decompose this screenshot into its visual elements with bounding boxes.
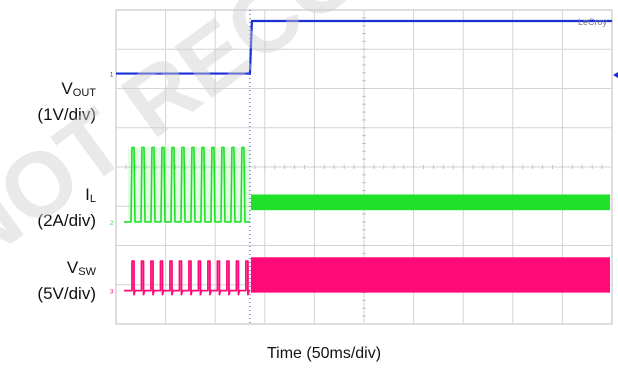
il-trace-ramp-haze bbox=[128, 147, 250, 222]
il-ground-marker: 2 bbox=[110, 221, 114, 227]
vout-offset-marker bbox=[613, 72, 618, 78]
vsw-name: VSW bbox=[66, 258, 96, 278]
vout-scale: (1V/div) bbox=[37, 105, 96, 124]
il-name: IL bbox=[85, 185, 96, 205]
il-scale: (2A/div) bbox=[37, 211, 96, 230]
traces bbox=[116, 10, 612, 324]
vsw-label: VSW (5V/div) bbox=[37, 257, 96, 304]
scope-brand-logo: LeCroy bbox=[578, 17, 608, 27]
il-label: IL (2A/div) bbox=[37, 184, 96, 231]
vout-label: VOUT (1V/div) bbox=[37, 78, 96, 125]
vout-trace bbox=[116, 19, 612, 75]
il-trace-continuous bbox=[250, 194, 611, 211]
vsw-trace-switching bbox=[250, 257, 611, 293]
vsw-scale: (5V/div) bbox=[37, 284, 96, 303]
x-axis-label: Time (50ms/div) bbox=[266, 345, 382, 362]
vsw-ground-marker: 3 bbox=[110, 290, 114, 296]
vout-ground-marker: 1 bbox=[110, 73, 114, 79]
il-trace-pulsed bbox=[124, 146, 250, 223]
vsw-trace-pulsed bbox=[124, 260, 250, 296]
vout-name: VOUT bbox=[61, 79, 96, 99]
channel-markers: 1 2 3 bbox=[110, 72, 618, 296]
